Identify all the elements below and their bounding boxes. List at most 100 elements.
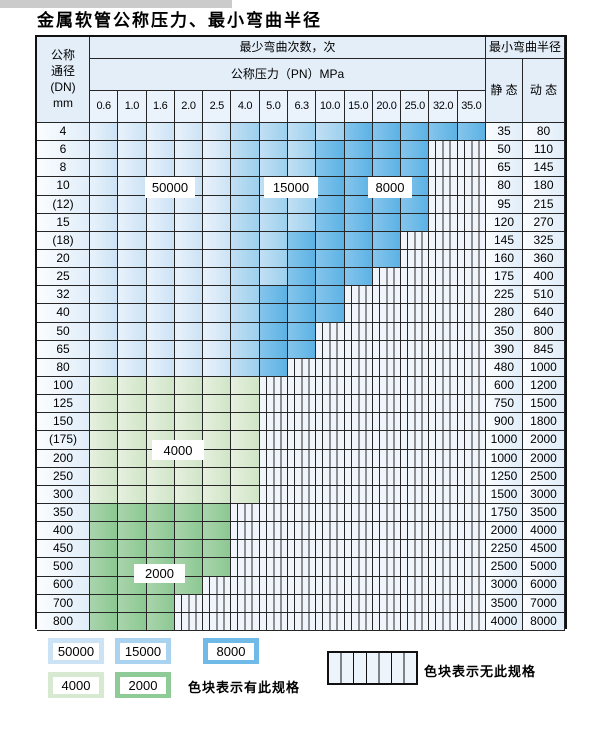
no-spec-cell bbox=[429, 594, 458, 613]
spec-cell-b15 bbox=[231, 159, 260, 178]
spec-cell-b15 bbox=[288, 213, 317, 232]
no-spec-cell bbox=[288, 449, 317, 468]
spec-cell-b8 bbox=[344, 141, 373, 160]
dn-header-line: mm bbox=[53, 96, 73, 111]
dynamic-radius-cell: 80 bbox=[523, 123, 565, 142]
no-spec-cell bbox=[457, 141, 486, 160]
static-radius-cell: 1000 bbox=[486, 449, 523, 468]
spec-cell-b4 bbox=[231, 431, 260, 450]
no-spec-cell bbox=[457, 503, 486, 523]
dynamic-radius-cell: 3000 bbox=[523, 485, 565, 504]
no-spec-cell bbox=[429, 213, 458, 232]
scan-artifact-strip bbox=[0, 0, 232, 8]
spec-cell-b4 bbox=[146, 395, 175, 414]
no-spec-cell bbox=[344, 322, 373, 341]
spec-cell-b50 bbox=[174, 213, 204, 232]
static-radius-cell: 225 bbox=[486, 286, 523, 305]
static-radius-cell: 120 bbox=[486, 213, 523, 232]
pressure-tick: 5.0 bbox=[259, 91, 288, 123]
no-spec-cell bbox=[457, 322, 486, 341]
spec-cell-b8 bbox=[288, 340, 317, 359]
dynamic-radius-cell: 510 bbox=[523, 286, 565, 305]
dynamic-radius-cell: 400 bbox=[523, 268, 565, 287]
spec-cell-b8 bbox=[316, 231, 345, 250]
static-radius-cell: 3500 bbox=[486, 594, 523, 613]
spec-cell-b50 bbox=[203, 123, 232, 142]
spec-cell-b4 bbox=[146, 467, 175, 486]
no-spec-cell bbox=[344, 449, 373, 468]
no-spec-cell bbox=[372, 340, 402, 359]
no-spec-cell bbox=[429, 322, 458, 341]
spec-cell-b8 bbox=[344, 213, 373, 232]
spec-cell-b8 bbox=[372, 213, 402, 232]
no-spec-cell bbox=[288, 358, 317, 377]
no-spec-cell bbox=[457, 594, 486, 613]
pressure-tick: 1.6 bbox=[146, 91, 175, 123]
static-radius-cell: 1000 bbox=[486, 431, 523, 450]
dynamic-radius-cell: 3500 bbox=[523, 503, 565, 523]
dn-cell: 80 bbox=[37, 358, 90, 377]
spec-cell-b4 bbox=[146, 485, 175, 504]
spec-cell-b4 bbox=[146, 413, 175, 432]
spec-cell-b4 bbox=[90, 449, 119, 468]
no-spec-cell bbox=[457, 268, 486, 287]
spec-cell-b50 bbox=[90, 322, 119, 341]
no-spec-cell bbox=[372, 431, 402, 450]
no-spec-cell bbox=[401, 558, 430, 577]
no-spec-cell bbox=[401, 249, 430, 269]
no-spec-cell bbox=[231, 594, 260, 613]
dn-cell: (12) bbox=[37, 195, 90, 214]
no-spec-cell bbox=[457, 485, 486, 504]
dn-cell: 25 bbox=[37, 268, 90, 287]
spec-cell-b50 bbox=[146, 268, 175, 287]
no-spec-cell bbox=[429, 413, 458, 432]
no-spec-cell bbox=[401, 286, 430, 305]
dn-cell: (175) bbox=[37, 431, 90, 450]
no-spec-swatch bbox=[327, 651, 418, 685]
no-spec-cell bbox=[429, 304, 458, 323]
spec-cell-b50 bbox=[146, 213, 175, 232]
no-spec-cell bbox=[231, 612, 260, 631]
no-spec-cell bbox=[231, 522, 260, 541]
static-radius-cell: 900 bbox=[486, 413, 523, 432]
no-spec-cell bbox=[344, 395, 373, 414]
spec-cell-b8 bbox=[316, 195, 345, 214]
no-spec-cell bbox=[372, 594, 402, 613]
spec-cell-b8 bbox=[401, 123, 430, 142]
static-column-header: 静 态 bbox=[486, 59, 523, 123]
spec-cell-b15 bbox=[288, 123, 317, 142]
spec-cell-b50 bbox=[118, 304, 147, 323]
no-spec-cell bbox=[429, 376, 458, 396]
zone-label-2000: 2000 bbox=[134, 564, 185, 583]
nominal-pressure-header: 公称压力（PN）MPa bbox=[90, 59, 486, 91]
no-spec-cell bbox=[344, 304, 373, 323]
no-spec-cell bbox=[316, 576, 345, 595]
no-spec-cell bbox=[429, 395, 458, 414]
spec-cell-b50 bbox=[174, 268, 204, 287]
no-spec-cell bbox=[288, 540, 317, 559]
no-spec-cell bbox=[457, 177, 486, 196]
legend-swatch-2000: 2000 bbox=[115, 672, 171, 698]
spec-cell-b50 bbox=[146, 123, 175, 142]
no-spec-cell bbox=[457, 195, 486, 214]
spec-cell-b50 bbox=[90, 304, 119, 323]
pressure-tick: 20.0 bbox=[372, 91, 402, 123]
dn-cell: 50 bbox=[37, 322, 90, 341]
spec-cell-b50 bbox=[146, 249, 175, 269]
no-spec-cell bbox=[401, 322, 430, 341]
legend-swatch-value: 4000 bbox=[53, 676, 99, 694]
spec-cell-b50 bbox=[203, 304, 232, 323]
dn-cell: 150 bbox=[37, 413, 90, 432]
dynamic-column-header: 动 态 bbox=[523, 59, 565, 123]
no-spec-cell bbox=[457, 540, 486, 559]
spec-cell-b50 bbox=[203, 141, 232, 160]
spec-cell-b50 bbox=[90, 213, 119, 232]
spec-cell-b50 bbox=[203, 195, 232, 214]
spec-cell-b2 bbox=[146, 612, 175, 631]
no-spec-cell bbox=[231, 540, 260, 559]
static-radius-cell: 480 bbox=[486, 358, 523, 377]
no-spec-cell bbox=[372, 503, 402, 523]
no-spec-cell bbox=[316, 376, 345, 396]
no-spec-cell bbox=[344, 503, 373, 523]
